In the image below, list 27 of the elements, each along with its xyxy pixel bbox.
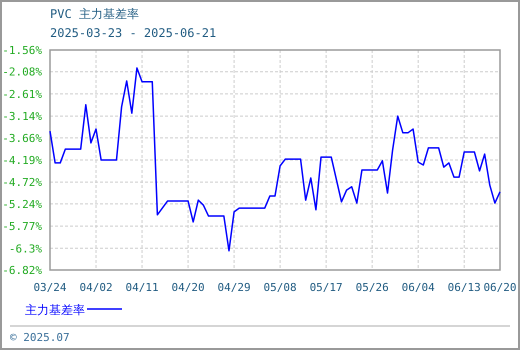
y-tick-label: -1.56% — [2, 44, 42, 57]
y-tick-label: -6.82% — [2, 264, 42, 277]
y-tick-label: -3.14% — [2, 110, 42, 124]
chart-subtitle: 2025-03-23 - 2025-06-21 — [50, 26, 216, 40]
x-tick-label: 06/20 — [483, 281, 517, 294]
y-tick-label: -3.66% — [2, 132, 42, 145]
legend-label: 主力基差率 — [25, 303, 85, 317]
x-tick-label: 05/17 — [310, 281, 343, 294]
x-tick-label: 05/26 — [356, 281, 389, 294]
x-tick-label: 04/11 — [125, 281, 159, 294]
x-tick-label: 03/24 — [33, 281, 67, 294]
y-tick-label: -5.77% — [2, 220, 42, 234]
text: © 2025.07 — [10, 331, 70, 344]
x-tick-label: 06/13 — [448, 281, 481, 294]
y-tick-label: -4.19% — [2, 154, 42, 167]
y-tick-label: -5.24% — [2, 198, 42, 211]
x-tick-label: 04/20 — [172, 281, 205, 294]
x-tick-label: 06/04 — [402, 281, 436, 294]
y-tick-label: -2.08% — [2, 66, 42, 79]
y-tick-label: -4.72% — [2, 176, 42, 190]
x-tick-label: 04/02 — [79, 281, 113, 294]
chart-title: PVC 主力基差率 — [50, 7, 139, 21]
line-series — [49, 67, 501, 252]
y-tick-label: -6.3% — [8, 242, 42, 256]
y-tick-label: -2.61% — [2, 88, 42, 101]
x-tick-label: 05/08 — [264, 281, 297, 294]
x-tick-label: 04/29 — [218, 281, 251, 294]
